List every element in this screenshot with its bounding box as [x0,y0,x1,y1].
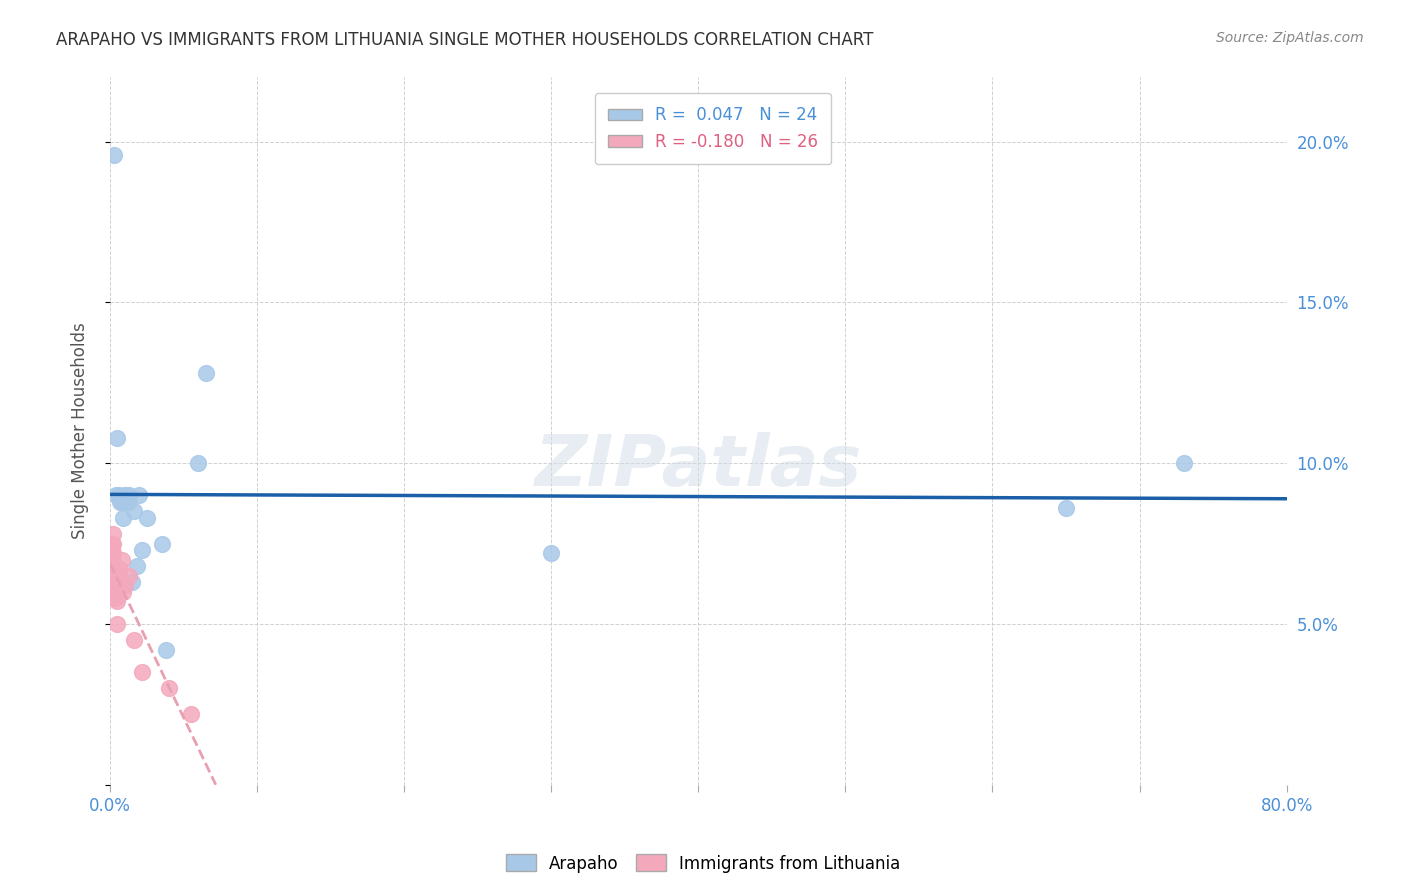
Point [121,575,143,590]
Y-axis label: Single Mother Households: Single Mother Households [72,323,89,540]
Point [112,585,135,599]
Point [100,552,122,566]
Point [131,543,153,558]
Point [101,536,124,550]
Point [107,594,129,608]
Point [111,552,134,566]
Point [103,578,125,592]
Point [122,633,145,648]
Point [155,642,177,657]
Point [135,511,157,525]
Legend: R =  0.047   N = 24, R = -0.180   N = 26: R = 0.047 N = 24, R = -0.180 N = 26 [595,93,831,164]
Point [104,488,127,502]
Point [117,495,139,509]
Point [194,366,217,380]
Point [540,546,562,560]
Point [150,536,173,550]
Point [107,431,129,445]
Text: Source: ZipAtlas.com: Source: ZipAtlas.com [1216,31,1364,45]
Point [180,706,202,721]
Point [1054,501,1077,516]
Point [187,456,209,470]
Point [103,147,125,161]
Point [111,495,134,509]
Point [101,546,124,560]
Point [103,568,125,582]
Point [107,585,129,599]
Point [100,536,122,550]
Point [104,591,127,606]
Text: ARAPAHO VS IMMIGRANTS FROM LITHUANIA SINGLE MOTHER HOUSEHOLDS CORRELATION CHART: ARAPAHO VS IMMIGRANTS FROM LITHUANIA SIN… [56,31,873,49]
Point [118,568,141,582]
Point [103,591,125,606]
Text: ZIPatlas: ZIPatlas [534,432,862,501]
Point [110,562,132,576]
Point [131,665,153,680]
Legend: Arapaho, Immigrants from Lithuania: Arapaho, Immigrants from Lithuania [499,847,907,880]
Point [118,488,141,502]
Point [114,578,136,592]
Point [110,495,132,509]
Point [108,568,131,582]
Point [103,585,125,599]
Point [100,543,122,558]
Point [112,511,135,525]
Point [115,495,138,509]
Point [101,527,124,541]
Point [1173,456,1195,470]
Point [101,559,124,574]
Point [128,488,150,502]
Point [157,681,180,696]
Point [108,488,131,502]
Point [122,504,145,518]
Point [114,488,136,502]
Point [107,617,129,632]
Point [125,559,148,574]
Point [104,575,127,590]
